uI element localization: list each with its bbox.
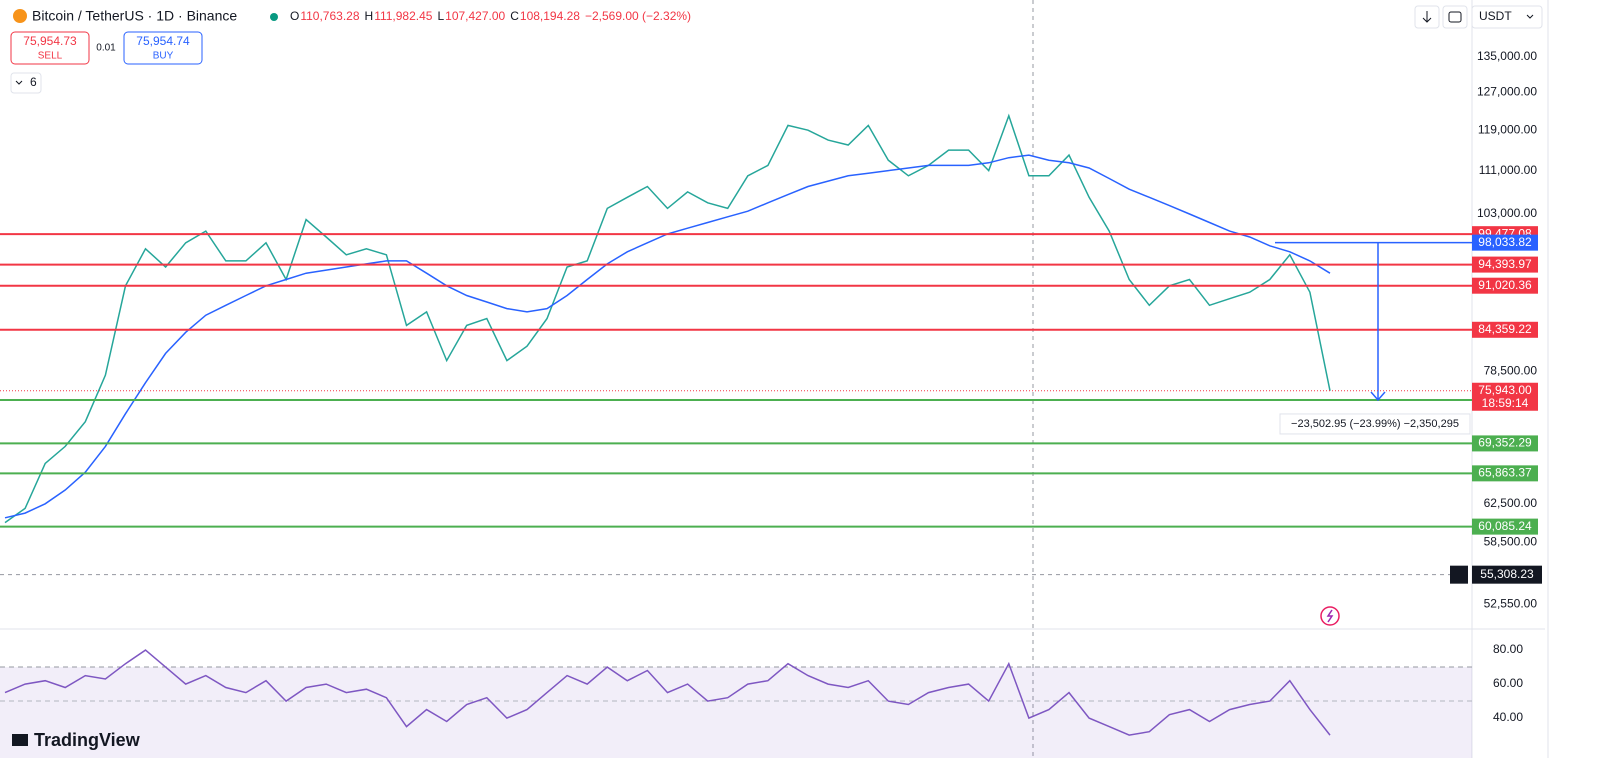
sell-button[interactable]	[10, 31, 90, 65]
level-label-box	[1472, 465, 1538, 482]
level-label: 94,393.97	[1478, 257, 1532, 271]
logo: TradingView	[34, 730, 141, 750]
y-tick-label: 40.00	[1493, 710, 1523, 724]
buy-label: BUY	[153, 51, 174, 62]
sync-icon	[1448, 11, 1462, 23]
currency-select[interactable]	[1471, 5, 1543, 29]
lightning-icon[interactable]	[1320, 606, 1340, 626]
level-label-box	[1472, 435, 1538, 452]
series-line	[4, 649, 1331, 736]
buy-button[interactable]	[123, 31, 203, 65]
indicators-toggle[interactable]	[10, 72, 42, 94]
level-label: 84,359.22	[1478, 322, 1532, 336]
crosshair-label-box	[1472, 565, 1542, 584]
ohlc-value: 108,194.28	[520, 9, 580, 23]
download-icon	[1422, 11, 1432, 23]
y-tick-label: 60.00	[1493, 676, 1523, 690]
y-tick-label: 62,500.00	[1484, 496, 1538, 510]
countdown: 18:59:14	[1482, 396, 1529, 410]
y-tick-label: 119,000.00	[1478, 122, 1537, 136]
level-label: 91,020.36	[1478, 278, 1532, 292]
y-tick-label: 127,000.00	[1477, 85, 1537, 99]
crosshair-label: 55,308.23	[1480, 567, 1534, 581]
measure-value-box	[1472, 234, 1538, 251]
symbol[interactable]: Bitcoin / TetherUS · 1D · Binance	[32, 8, 237, 24]
market-status	[270, 13, 278, 21]
series-line	[4, 113, 1331, 524]
level-label: 69,352.29	[1478, 436, 1532, 450]
y-tick-label: 135,000.00	[1477, 49, 1537, 63]
y-tick-label: 78,500.00	[1484, 364, 1538, 378]
indicator-count: 6	[30, 75, 37, 89]
ohlc-value: 107,427.00	[445, 9, 505, 23]
y-tick-label: 103,000.00	[1477, 206, 1537, 220]
y-tick-label: 80.00	[1493, 642, 1523, 656]
crosshair-add	[1450, 565, 1468, 584]
measure-arrow	[1370, 242, 1386, 402]
level-label: 60,085.24	[1478, 519, 1532, 533]
sell-price: 75,954.73	[23, 34, 77, 48]
measure-value: 98,033.82	[1478, 235, 1532, 249]
measure-label: −23,502.95 (−23.99%) −2,350,295	[1291, 418, 1459, 430]
change: −2,569.00 (−2.32%)	[585, 9, 691, 23]
level-label-box	[1472, 277, 1538, 294]
buy-price: 75,954.74	[136, 34, 190, 48]
header: Bitcoin / TetherUS · 1D · Binance 75,954…	[10, 5, 1543, 750]
rsi-band	[0, 667, 1472, 758]
sell-label: SELL	[38, 51, 63, 62]
y-tick-label: 111,000.00	[1479, 163, 1538, 177]
measure-label-box	[1279, 413, 1471, 435]
symbol-icon	[13, 9, 27, 23]
ohlc-key: C	[510, 9, 519, 23]
sync-button[interactable]	[1442, 5, 1468, 29]
ohlc-key: O	[290, 9, 299, 23]
logo-mark	[12, 734, 28, 746]
ohlc-key: L	[437, 9, 444, 23]
currency: USDT	[1479, 9, 1512, 23]
lightning-bolt	[1326, 609, 1334, 623]
ohlc-value: 110,763.28	[300, 9, 359, 23]
ohlc-key: H	[365, 9, 374, 23]
ohlc-value: 111,982.45	[374, 9, 433, 23]
level-label-box	[1472, 518, 1538, 535]
spread: 0.01	[96, 43, 116, 54]
chevron	[15, 80, 23, 85]
level-label: 65,863.37	[1478, 466, 1532, 480]
level-label-box	[1472, 321, 1538, 338]
last-price-box	[1472, 382, 1538, 411]
level-label-box	[1472, 256, 1538, 273]
last-price: 75,943.00	[1478, 383, 1532, 397]
y-tick-label: 58,500.00	[1484, 534, 1538, 548]
chevron	[1526, 14, 1534, 19]
y-tick-label: 52,550.00	[1484, 597, 1538, 611]
